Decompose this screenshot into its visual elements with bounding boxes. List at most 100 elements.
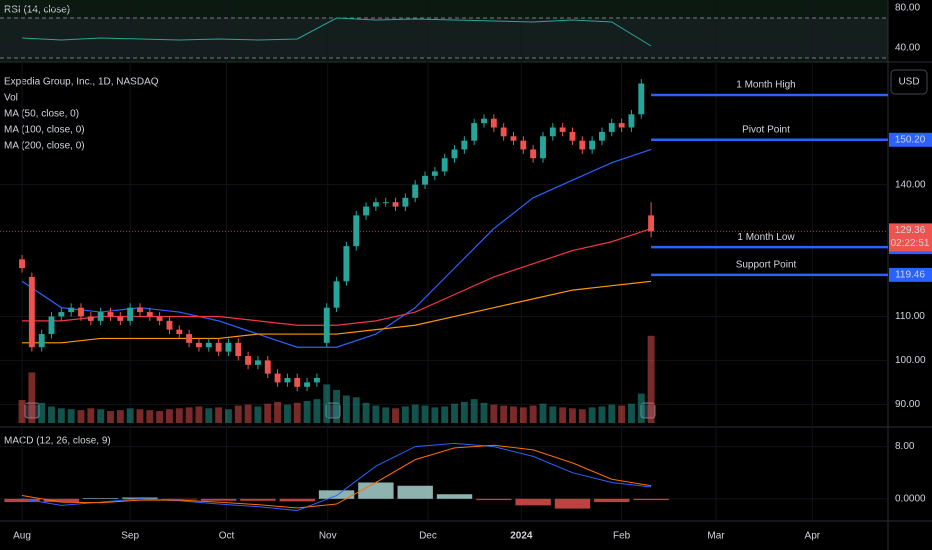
macd-histogram-bar — [594, 498, 630, 503]
volume-bar — [372, 405, 380, 423]
level-label: 150.20 — [895, 134, 926, 145]
x-tick-label: Apr — [805, 531, 821, 542]
volume-title: Vol — [4, 93, 18, 104]
candle-body — [618, 123, 625, 128]
macd-histogram-bar — [515, 498, 551, 506]
volume-bar — [480, 402, 488, 423]
candle-body — [520, 140, 527, 150]
candle-body — [38, 334, 45, 348]
candle-body — [68, 307, 75, 313]
macd-histogram-bar — [82, 498, 119, 499]
level-tag — [889, 132, 932, 147]
candle-body — [58, 312, 65, 317]
volume-bar — [323, 384, 331, 423]
volume-bar — [185, 407, 193, 423]
currency[interactable]: USD — [898, 77, 919, 88]
macd-histogram-bar — [633, 498, 669, 501]
volume-bar — [333, 389, 341, 423]
candle-body — [304, 382, 311, 387]
volume-bar — [116, 410, 124, 423]
volume-bar — [244, 404, 252, 423]
candle-body — [500, 127, 507, 137]
candle-body — [589, 140, 596, 150]
y-tick-label: 0.0000 — [895, 493, 926, 504]
candle-body — [28, 276, 35, 348]
candle-body — [363, 206, 370, 216]
y-tick-label: 8.00 — [895, 441, 915, 452]
volume-bar — [382, 407, 390, 423]
rsi-band — [0, 18, 888, 58]
rsi-title: RSI (14, close) — [4, 5, 70, 16]
candle-body — [205, 342, 212, 348]
volume-bar — [274, 401, 282, 423]
macd-histogram-bar — [397, 485, 433, 499]
volume-bar — [618, 405, 626, 423]
candle-body — [392, 202, 399, 207]
volume-bar — [392, 408, 399, 423]
volume-bar — [569, 408, 576, 423]
candle-body — [137, 307, 143, 313]
macd-histogram-bar — [4, 498, 40, 503]
volume-bar — [224, 409, 232, 423]
candle-body — [431, 171, 438, 176]
volume-bar — [215, 407, 223, 423]
candle-body — [166, 320, 173, 330]
volume-bar — [490, 404, 498, 423]
candle-body — [333, 281, 340, 308]
volume-bar — [460, 401, 468, 423]
macd-histogram-bar — [436, 494, 473, 499]
volume-bar — [588, 407, 596, 423]
candle-body — [117, 316, 124, 321]
volume-bar — [470, 399, 478, 423]
volume-bar — [500, 405, 508, 423]
candle-body — [372, 202, 379, 207]
candle-body — [481, 118, 487, 124]
currency-button[interactable] — [890, 69, 928, 95]
volume-bar — [107, 411, 114, 423]
candle-body — [461, 140, 468, 150]
volume-bar — [637, 393, 645, 423]
countdown: 02:22:51 — [891, 238, 930, 249]
macd-histogram-bar — [476, 498, 512, 501]
candle-body — [254, 360, 261, 365]
volume-bar — [559, 407, 567, 423]
volume-bar — [441, 406, 449, 423]
y-tick-label: 110.00 — [895, 311, 925, 322]
volume-bar — [234, 405, 242, 423]
candle-body — [107, 312, 114, 317]
candle-body — [599, 131, 605, 141]
x-tick-label: Oct — [219, 531, 235, 542]
candle-body — [441, 158, 448, 172]
volume-bar — [254, 406, 262, 423]
candle-body — [294, 377, 301, 387]
volume-bar — [205, 408, 213, 423]
volume-bar — [97, 409, 105, 423]
level-name: 1 Month High — [736, 80, 795, 91]
y-tick-label: 80.00 — [895, 3, 920, 14]
volume-bar — [598, 406, 606, 423]
ma-title: MA (50, close, 0) — [4, 109, 79, 120]
x-tick-label: 2024 — [510, 531, 533, 542]
volume-bar — [529, 405, 537, 423]
ma-title: MA (200, close, 0) — [4, 141, 85, 152]
volume-bar — [519, 407, 527, 423]
candle-body — [225, 342, 232, 352]
last-price-label: 129.36 — [895, 225, 926, 236]
volume-bar — [342, 395, 350, 423]
volume-bar — [264, 403, 272, 423]
candle-body — [471, 123, 478, 141]
volume-bar — [539, 403, 547, 423]
x-tick-label: Dec — [419, 531, 437, 542]
volume-bar — [628, 403, 635, 423]
rsi-line — [21, 17, 652, 47]
macd-histogram-bar — [554, 498, 591, 509]
y-tick-label: 140.00 — [895, 179, 926, 190]
candle-body — [569, 131, 576, 141]
volume-bar — [146, 410, 154, 423]
macd-histogram-bar — [122, 497, 158, 499]
level-label: 119.46 — [895, 270, 925, 281]
macd-title: MACD (12, 26, close, 9) — [4, 436, 111, 447]
candle-body — [274, 373, 281, 383]
y-tick-label: 40.00 — [895, 43, 920, 54]
